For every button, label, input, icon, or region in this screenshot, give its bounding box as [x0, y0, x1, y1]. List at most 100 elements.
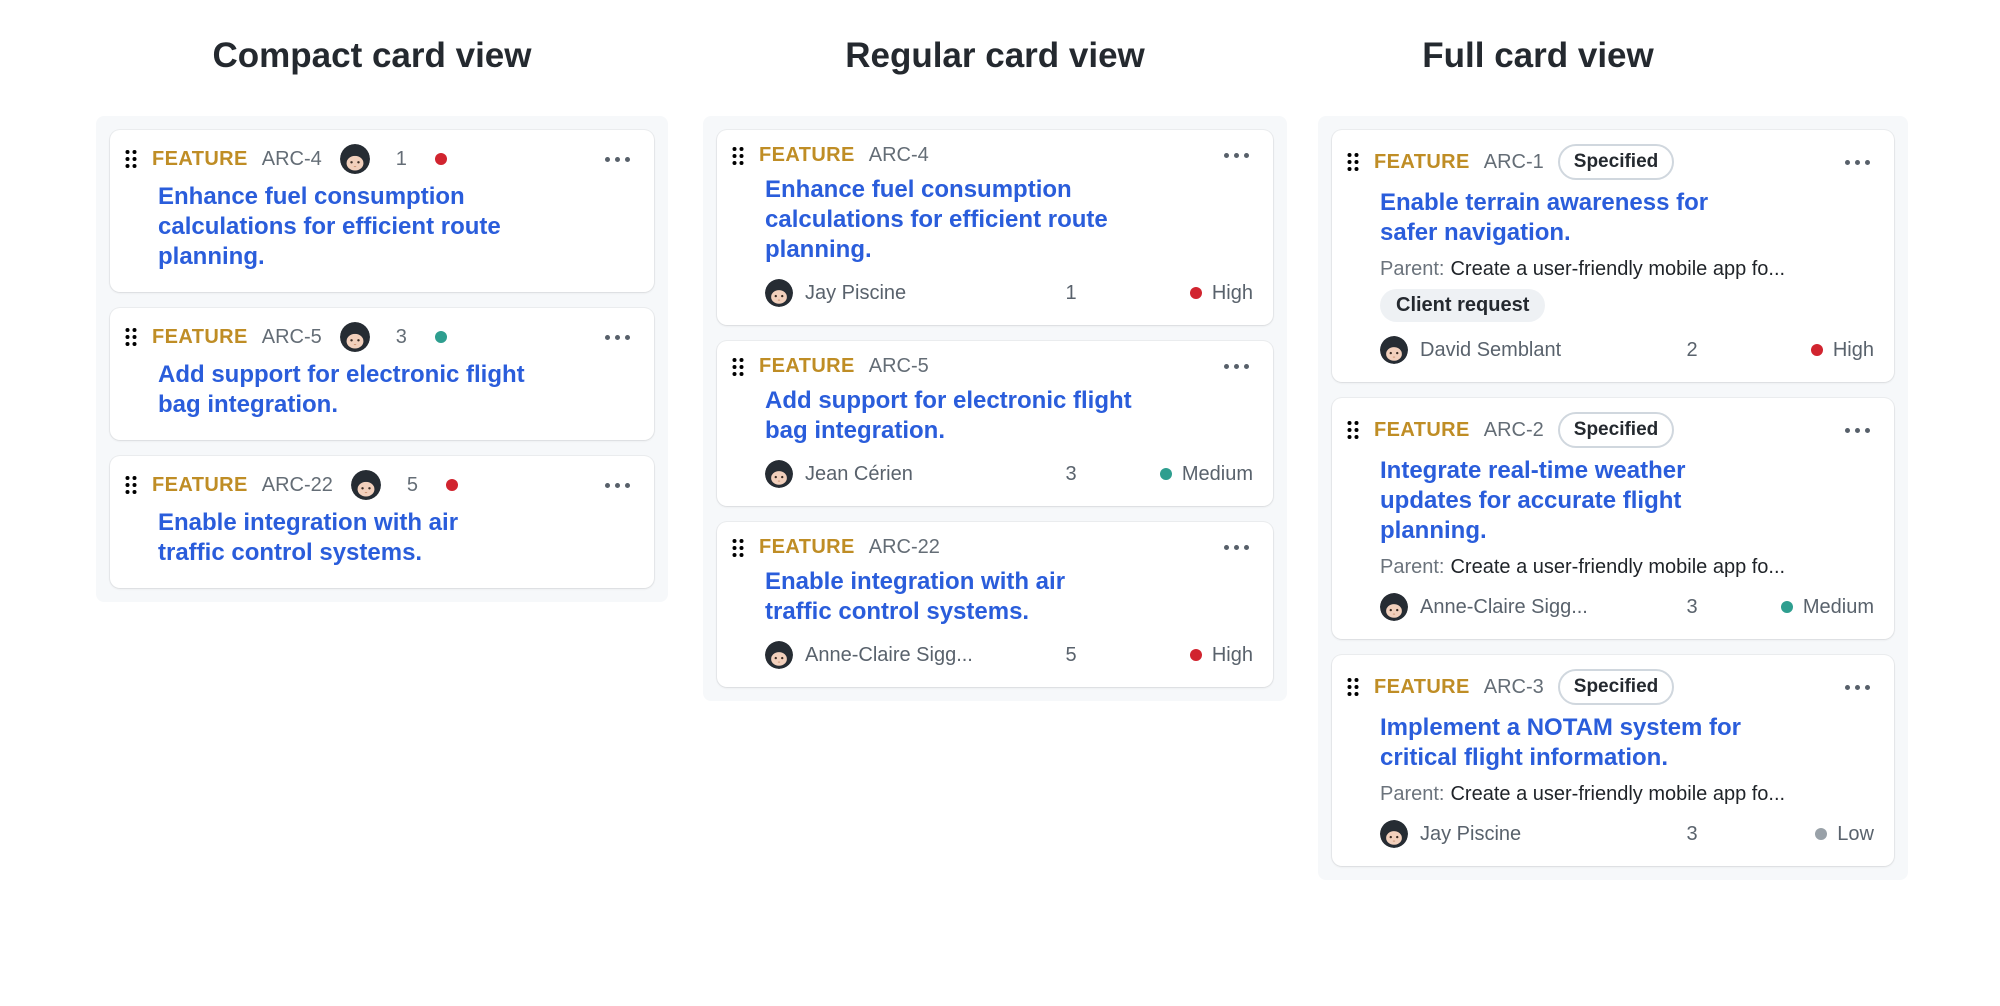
issue-card[interactable]: FEATURE ARC-4 1 Enhance fuel consumption… [110, 130, 654, 292]
card-list-panel: FEATURE ARC-1 Specified Enable terrain a… [1318, 116, 1908, 880]
card-title-link[interactable]: Enable terrain awareness for safer navig… [1380, 189, 1709, 246]
priority: High [1724, 339, 1874, 362]
assignee-avatar-icon [765, 460, 793, 488]
card-menu-button[interactable] [1220, 537, 1253, 558]
column-title: Compact card view [212, 36, 532, 75]
assignee[interactable]: Jean Cérien [765, 460, 1039, 488]
drag-handle-icon[interactable] [1346, 676, 1360, 698]
drag-handle-icon[interactable] [731, 145, 745, 167]
assignee-name: Jean Cérien [805, 462, 913, 485]
assignee-avatar-icon[interactable] [339, 144, 370, 174]
status-badge: Specified [1557, 669, 1675, 705]
kebab-dot-icon [615, 156, 620, 162]
drag-handle-icon[interactable] [124, 148, 138, 170]
priority: High [1103, 282, 1253, 305]
card-title-link[interactable]: Enhance fuel consumption calculations fo… [765, 176, 1108, 263]
priority-dot-icon [1810, 344, 1823, 356]
drag-handle-icon[interactable] [1346, 419, 1360, 441]
priority-dot-icon [1780, 601, 1793, 613]
parent-label: Parent: [1380, 783, 1445, 805]
assignee[interactable]: Jay Piscine [1380, 820, 1660, 848]
issue-card[interactable]: FEATURE ARC-4 Enhance fuel consumption c… [717, 130, 1273, 325]
assignee[interactable]: David Semblant [1380, 336, 1660, 364]
priority-label: Medium [1181, 462, 1253, 485]
issue-id: ARC-5 [868, 355, 929, 377]
drag-handle-icon[interactable] [731, 537, 745, 559]
card-menu-button[interactable] [601, 475, 634, 496]
column-title: Full card view [1422, 36, 1654, 75]
drag-handle-icon[interactable] [124, 474, 138, 496]
assignee-avatar-icon [765, 279, 793, 307]
issue-type-label: FEATURE [152, 473, 248, 496]
parent-value: Create a user-friendly mobile app fo... [1450, 556, 1786, 578]
item-count: 5 [1065, 643, 1077, 666]
card-title-link[interactable]: Enable integration with air traffic cont… [158, 509, 459, 566]
assignee-avatar-icon [1380, 336, 1408, 364]
kebab-dot-icon [1845, 427, 1850, 433]
item-count: 1 [1065, 281, 1077, 304]
card-title-link[interactable]: Enable integration with air traffic cont… [765, 568, 1066, 625]
status-badge: Specified [1557, 144, 1675, 180]
drag-handle-icon[interactable] [1346, 151, 1360, 173]
compact-view-column: Compact card view FEATURE ARC-4 1 Enhanc… [96, 30, 668, 602]
card-menu-button[interactable] [1841, 152, 1874, 173]
card-header: FEATURE ARC-1 Specified [1346, 144, 1874, 180]
kebab-dot-icon [1224, 153, 1229, 158]
kebab-dot-icon [1234, 545, 1239, 550]
kebab-dot-icon [1845, 684, 1850, 690]
issue-card[interactable]: FEATURE ARC-3 Specified Implement a NOTA… [1332, 655, 1894, 866]
kebab-dot-icon [1865, 427, 1870, 433]
card-menu-button[interactable] [601, 149, 634, 170]
card-footer: Jean Cérien 3 Medium [765, 460, 1253, 488]
card-title-link[interactable]: Integrate real-time weather updates for … [1380, 457, 1686, 544]
card-menu-button[interactable] [1220, 145, 1253, 166]
kebab-dot-icon [1845, 159, 1850, 165]
card-menu-button[interactable] [1220, 356, 1253, 377]
card-title-link[interactable]: Add support for electronic flight bag in… [158, 361, 525, 418]
assignee[interactable]: Anne-Claire Sigg... [765, 641, 1039, 669]
drag-handle-icon[interactable] [731, 356, 745, 378]
assignee-name: Jay Piscine [805, 281, 907, 304]
full-view-column: Full card view FEATURE ARC-1 Specified E… [1318, 30, 1908, 880]
assignee[interactable]: Anne-Claire Sigg... [1380, 593, 1660, 621]
issue-card[interactable]: FEATURE ARC-2 Specified Integrate real-t… [1332, 398, 1894, 639]
assignee-avatar-icon[interactable] [350, 470, 381, 500]
card-list-panel: FEATURE ARC-4 1 Enhance fuel consumption… [96, 116, 668, 602]
issue-id: ARC-22 [261, 473, 333, 496]
priority-label: Low [1837, 822, 1874, 845]
card-header: FEATURE ARC-4 1 [124, 144, 634, 174]
kebab-dot-icon [625, 334, 630, 340]
tag-row: Client request [1380, 289, 1874, 322]
item-count: 3 [1686, 822, 1698, 845]
issue-card[interactable]: FEATURE ARC-22 5 Enable integration with… [110, 456, 654, 588]
issue-card[interactable]: FEATURE ARC-22 Enable integration with a… [717, 522, 1273, 687]
kebab-dot-icon [625, 156, 630, 162]
regular-view-column: Regular card view FEATURE ARC-4 Enhance … [703, 30, 1287, 701]
kebab-dot-icon [1855, 427, 1860, 433]
card-menu-button[interactable] [601, 327, 634, 348]
assignee-name: Anne-Claire Sigg... [805, 643, 973, 666]
card-title-link[interactable]: Enhance fuel consumption calculations fo… [158, 183, 501, 270]
issue-id: ARC-3 [1483, 675, 1544, 698]
tag-chip[interactable]: Client request [1380, 289, 1546, 322]
status-badge: Specified [1557, 412, 1675, 448]
card-footer: Jay Piscine 3 Low [1380, 820, 1874, 848]
assignee-avatar-icon[interactable] [339, 322, 370, 352]
card-header: FEATURE ARC-22 5 [124, 470, 634, 500]
item-count: 5 [406, 473, 419, 496]
kebab-dot-icon [605, 482, 610, 488]
card-title-link[interactable]: Add support for electronic flight bag in… [765, 387, 1132, 444]
item-count: 3 [395, 325, 407, 348]
issue-card[interactable]: FEATURE ARC-1 Specified Enable terrain a… [1332, 130, 1894, 382]
issue-card[interactable]: FEATURE ARC-5 3 Add support for electron… [110, 308, 654, 440]
kebab-dot-icon [1865, 159, 1870, 165]
issue-card[interactable]: FEATURE ARC-5 Add support for electronic… [717, 341, 1273, 506]
card-menu-button[interactable] [1841, 677, 1874, 698]
assignee[interactable]: Jay Piscine [765, 279, 1039, 307]
item-count: 2 [1686, 338, 1698, 361]
drag-handle-icon[interactable] [124, 326, 138, 348]
item-count: 1 [395, 147, 407, 170]
parent-label: Parent: [1380, 556, 1445, 578]
card-title-link[interactable]: Implement a NOTAM system for critical fl… [1380, 714, 1741, 771]
card-menu-button[interactable] [1841, 420, 1874, 441]
